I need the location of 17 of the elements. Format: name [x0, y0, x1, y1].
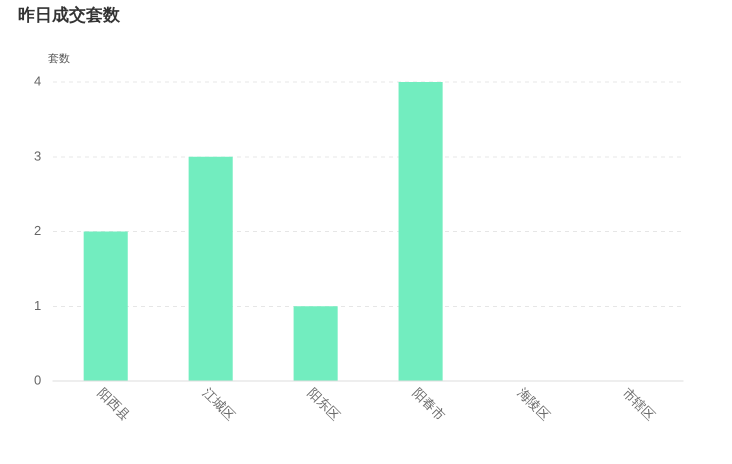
x-tick-label: 江城区	[200, 385, 238, 424]
x-tick-label: 阳春市	[410, 385, 448, 424]
x-tick-label: 海陵区	[514, 385, 554, 424]
y-axis-title: 套数	[48, 53, 70, 66]
x-tick-label: 阳东区	[304, 385, 344, 424]
y-tick-label: 4	[34, 74, 42, 89]
y-tick-label: 2	[34, 223, 42, 238]
y-tick-label: 0	[34, 372, 42, 388]
bar	[398, 82, 443, 380]
chart-title: 昨日成交套数	[18, 6, 121, 25]
x-tick-label: 阳西县	[95, 385, 134, 424]
x-tick-label: 市辖区	[620, 385, 658, 424]
y-tick-label: 3	[34, 148, 42, 164]
bar	[188, 156, 233, 380]
y-tick-label: 1	[34, 298, 42, 313]
bar	[84, 232, 128, 380]
bar	[294, 306, 338, 380]
